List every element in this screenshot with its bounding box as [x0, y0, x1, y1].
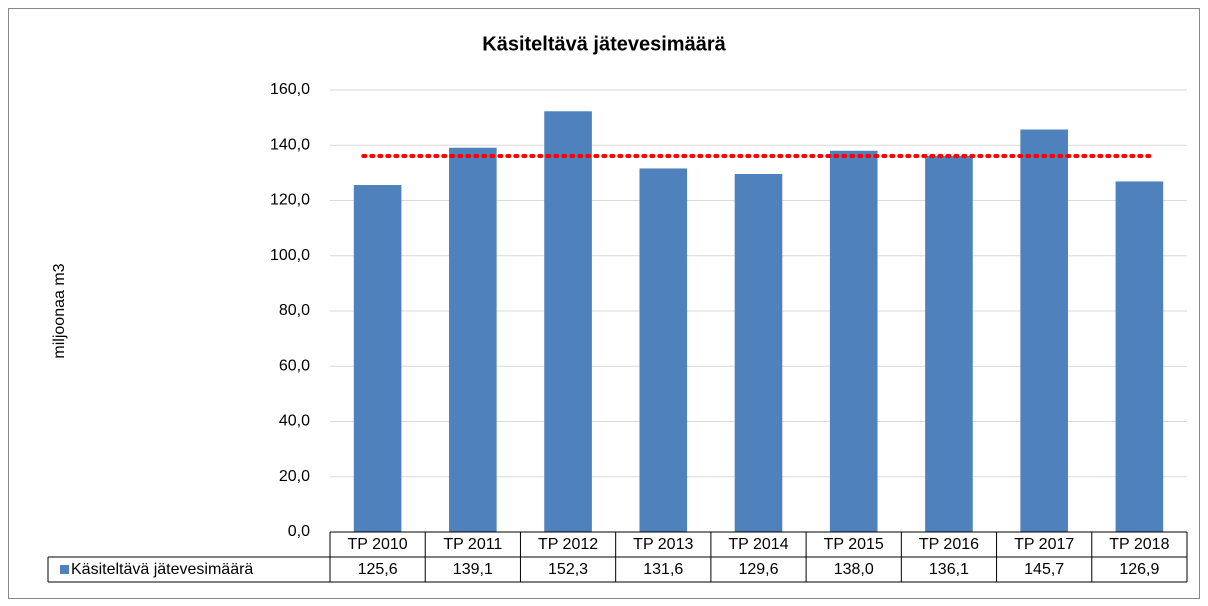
data-label: 129,6: [738, 561, 778, 578]
y-axis-label: miljoonaa m3: [51, 263, 68, 358]
x-tick-label: TP 2011: [443, 536, 502, 553]
bar: [734, 173, 783, 533]
chart-border: [8, 8, 1200, 599]
y-tick-label: 140,0: [270, 136, 310, 153]
x-tick-label: TP 2018: [1109, 536, 1169, 553]
y-tick-label: 160,0: [270, 81, 310, 98]
x-tick-label: TP 2017: [1014, 536, 1074, 553]
y-tick-label: 100,0: [270, 247, 310, 264]
data-label: 145,7: [1024, 561, 1064, 578]
data-label: 136,1: [929, 561, 969, 578]
data-label: 125,6: [358, 561, 398, 578]
bar: [544, 111, 592, 533]
y-tick-label: 0,0: [288, 523, 310, 540]
bar: [925, 156, 973, 532]
bar: [449, 147, 497, 532]
data-label: 126,9: [1119, 561, 1159, 578]
bar: [353, 185, 402, 532]
data-label: 152,3: [548, 561, 588, 578]
x-tick-label: TP 2010: [348, 536, 408, 553]
bar: [829, 150, 878, 532]
x-tick-label: TP 2012: [538, 536, 598, 553]
chart-title: Käsiteltävä jätevesimäärä: [482, 33, 726, 55]
data-label: 139,1: [453, 561, 493, 578]
legend-marker: [60, 565, 69, 574]
bar: [639, 168, 688, 532]
y-tick-label: 20,0: [279, 468, 310, 485]
legend-label: Käsiteltävä jätevesimäärä: [71, 561, 253, 578]
x-tick-label: TP 2015: [824, 536, 884, 553]
y-tick-label: 60,0: [279, 357, 310, 374]
y-tick-label: 40,0: [279, 413, 310, 430]
bar: [1115, 181, 1164, 532]
x-tick-label: TP 2014: [728, 536, 788, 553]
data-label: 138,0: [834, 561, 874, 578]
x-tick-label: TP 2013: [633, 536, 693, 553]
y-tick-label: 120,0: [270, 192, 310, 209]
bar: [1020, 129, 1068, 532]
x-tick-label: TP 2016: [919, 536, 979, 553]
data-label: 131,6: [643, 561, 683, 578]
y-tick-label: 80,0: [279, 302, 310, 319]
